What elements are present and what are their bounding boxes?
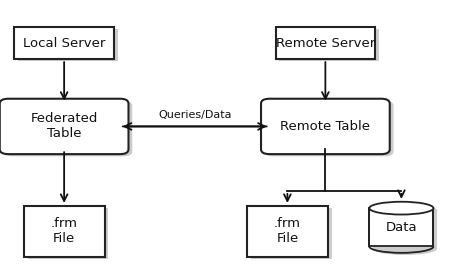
- Ellipse shape: [373, 204, 437, 217]
- FancyBboxPatch shape: [4, 101, 132, 156]
- FancyBboxPatch shape: [276, 27, 375, 59]
- Text: .frm
File: .frm File: [51, 217, 77, 245]
- FancyBboxPatch shape: [279, 29, 379, 61]
- Text: Remote Table: Remote Table: [280, 120, 370, 133]
- FancyBboxPatch shape: [24, 206, 104, 257]
- Text: Federated
Table: Federated Table: [30, 112, 98, 140]
- Text: Data: Data: [386, 221, 417, 234]
- Polygon shape: [370, 208, 433, 246]
- Ellipse shape: [373, 242, 437, 255]
- FancyBboxPatch shape: [265, 101, 393, 156]
- FancyBboxPatch shape: [28, 208, 108, 259]
- Text: Local Server: Local Server: [23, 37, 105, 49]
- FancyBboxPatch shape: [261, 99, 389, 154]
- Polygon shape: [373, 210, 437, 249]
- FancyBboxPatch shape: [18, 29, 118, 61]
- Ellipse shape: [370, 202, 433, 215]
- Text: .frm
File: .frm File: [274, 217, 301, 245]
- FancyBboxPatch shape: [0, 99, 128, 154]
- Text: Remote Server: Remote Server: [276, 37, 375, 49]
- FancyBboxPatch shape: [247, 206, 328, 257]
- Text: Queries/Data: Queries/Data: [158, 110, 231, 120]
- FancyBboxPatch shape: [251, 208, 332, 259]
- FancyBboxPatch shape: [14, 27, 114, 59]
